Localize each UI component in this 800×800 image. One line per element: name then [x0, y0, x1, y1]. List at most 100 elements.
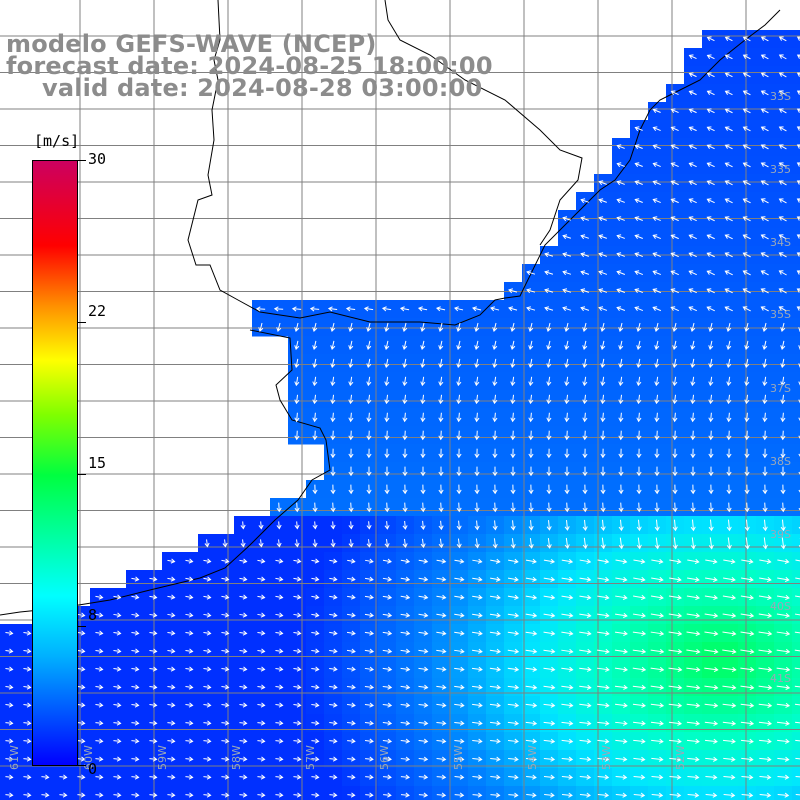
wind-arrow — [314, 539, 316, 547]
wind-arrow-head — [694, 792, 700, 798]
wind-arrow — [382, 613, 392, 617]
wind-arrow — [59, 776, 67, 778]
wind-arrow — [185, 559, 193, 563]
wind-arrow-head — [564, 363, 570, 369]
wind-arrow-head — [278, 684, 284, 690]
wind-arrow-head — [294, 542, 300, 548]
wind-arrow-head — [436, 306, 441, 312]
wind-arrow-head — [188, 558, 194, 564]
wind-arrow — [418, 703, 428, 707]
wind-arrow-head — [134, 630, 140, 636]
wind-arrow — [653, 252, 661, 258]
wind-arrow — [257, 686, 265, 688]
wind-arrow — [185, 613, 193, 617]
wind-cell — [396, 786, 415, 800]
wind-arrow-head — [605, 648, 610, 654]
wind-arrow-head — [616, 162, 622, 168]
wind-arrow-head — [780, 544, 786, 550]
wind-arrow — [597, 613, 609, 617]
wind-arrow-head — [369, 720, 374, 726]
wind-arrow — [561, 595, 573, 599]
wind-arrow-head — [384, 435, 390, 441]
wind-arrow — [761, 306, 769, 312]
wind-arrow — [422, 412, 424, 422]
wind-arrow — [436, 758, 446, 760]
wind-arrow — [436, 703, 446, 707]
wind-arrow-head — [604, 792, 610, 798]
wind-arrow — [615, 775, 627, 779]
wind-arrow — [525, 739, 537, 743]
wind-arrow-head — [634, 288, 640, 293]
wind-arrow-head — [690, 363, 696, 369]
wind-arrow — [490, 794, 500, 796]
wind-arrow-head — [568, 720, 574, 726]
wind-arrow-head — [713, 612, 719, 619]
wind-arrow-head — [351, 702, 356, 708]
wind-arrow — [580, 271, 590, 275]
wind-arrow — [547, 394, 551, 404]
wind-arrow-head — [713, 702, 719, 708]
wind-arrow-head — [98, 720, 104, 726]
wind-arrow — [400, 776, 410, 778]
wind-arrow-head — [690, 453, 696, 459]
wind-arrow — [95, 668, 103, 670]
wind-arrow — [601, 340, 605, 350]
wind-arrow-head — [474, 345, 480, 351]
wind-arrow-head — [330, 345, 336, 351]
wind-arrow — [637, 394, 641, 404]
wind-arrow — [601, 394, 605, 404]
wind-arrow — [278, 502, 280, 512]
wind-arrow — [779, 180, 787, 186]
wind-arrow-head — [748, 558, 754, 564]
wind-arrow-head — [402, 435, 408, 441]
wind-arrow-head — [713, 594, 719, 601]
wind-arrow-head — [604, 774, 610, 780]
wind-arrow — [709, 358, 713, 368]
wind-arrow — [329, 758, 337, 760]
wind-arrow — [620, 430, 622, 440]
wind-arrow — [454, 703, 464, 707]
wind-arrow — [761, 252, 769, 258]
wind-arrow — [543, 595, 555, 599]
wind-arrow — [763, 358, 767, 368]
wind-arrow — [673, 340, 677, 350]
wind-arrow-head — [550, 738, 556, 744]
wind-arrow — [743, 36, 751, 42]
wind-arrow — [489, 613, 501, 617]
wind-arrow — [668, 703, 682, 707]
wind-arrow — [454, 721, 464, 725]
wind-arrow — [651, 757, 663, 761]
wind-arrow — [544, 271, 554, 275]
wind-arrow-head — [634, 198, 640, 204]
wind-arrow-head — [423, 612, 429, 618]
wind-arrow — [526, 776, 536, 778]
wind-arrow-head — [258, 524, 264, 530]
wind-arrow-head — [206, 558, 212, 564]
wind-arrow-head — [654, 381, 660, 387]
wind-arrow — [722, 613, 736, 617]
wind-arrow — [167, 704, 175, 706]
wind-arrow — [382, 649, 392, 653]
wind-arrow — [655, 394, 659, 404]
wind-arrow — [436, 307, 446, 311]
wind-arrow — [725, 144, 733, 150]
wind-arrow-head — [568, 648, 574, 654]
wind-arrow-head — [477, 774, 483, 780]
wind-arrow — [149, 649, 157, 653]
wind-arrow-head — [780, 453, 786, 459]
wind-arrow-head — [564, 399, 570, 405]
wind-arrow — [722, 685, 736, 689]
wind-arrow-head — [368, 792, 374, 798]
wind-arrow-head — [276, 542, 282, 548]
wind-arrow-head — [796, 252, 800, 257]
wind-arrow — [185, 758, 193, 760]
wind-arrow — [635, 217, 643, 221]
wind-arrow-head — [641, 666, 647, 672]
wind-arrow — [259, 322, 263, 332]
wind-arrow-head — [778, 306, 784, 311]
wind-arrow — [619, 376, 623, 386]
wind-arrow — [489, 595, 501, 599]
wind-arrow-head — [760, 216, 766, 221]
wind-arrow-head — [659, 684, 665, 690]
wind-arrow-head — [242, 630, 248, 636]
